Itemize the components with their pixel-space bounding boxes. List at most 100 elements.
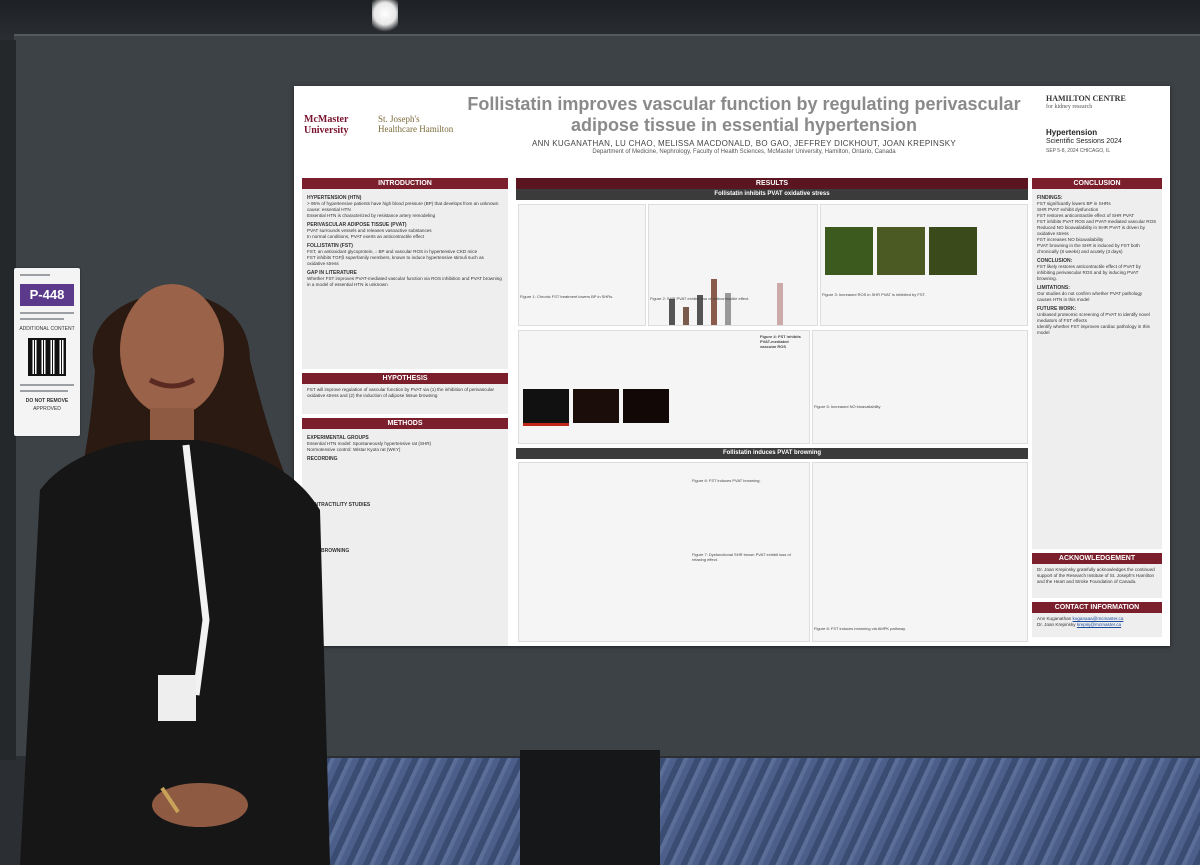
limitations-heading: LIMITATIONS: [1037, 285, 1070, 291]
sign-additional-content: ADDITIONAL CONTENT [19, 326, 75, 332]
figure-5-caption: Figure 5: Increased NO bioavailability [814, 404, 881, 409]
sign-divider [20, 318, 64, 320]
right-column: CONCLUSION FINDINGS: FST significantly l… [1032, 178, 1162, 637]
conclusion-header: CONCLUSION [1032, 178, 1162, 189]
limitation-item: Our studies do not confirm whether PVAT … [1037, 291, 1143, 302]
methods-heading: PVAT BROWNING [307, 548, 350, 554]
methods-heading: CONTRACTILITY STUDIES [307, 502, 371, 508]
fig2-bar [683, 307, 689, 325]
figure-4-caption: Figure 4: FST inhibits PVAT-mediated vas… [760, 334, 801, 349]
poster-authors: ANN KUGANATHAN, LU CHAO, MELISSA MACDONA… [531, 139, 957, 148]
finding-item: FST significantly lowers BP in SHRs [1037, 201, 1111, 206]
finding-item: FST increases NO bioavailability [1037, 237, 1104, 242]
board-stand [520, 750, 660, 865]
figure-5-panel [812, 330, 1028, 444]
introduction-body: HYPERTENSION (HTN) > 95% of hypertensive… [302, 189, 508, 369]
findings-heading: FINDINGS: [1037, 195, 1063, 201]
intro-text: In normal conditions, PVAT exerts an ant… [307, 234, 425, 239]
presenter-hands [152, 783, 248, 827]
ceiling [0, 0, 1200, 40]
contact-body: Ann Kuganathan kuganaaa@mcmaster.ca Dr. … [1032, 613, 1162, 637]
results-subheader-browning: Follistatin induces PVAT browning [516, 448, 1028, 459]
methods-body: EXPERIMENTAL GROUPS Essential HTN model:… [302, 429, 508, 646]
fig3-micrograph [877, 227, 925, 275]
sign-divider [20, 390, 68, 392]
figure-6-7-panel [518, 462, 810, 642]
poster-title: Follistatin improves vascular function b… [467, 94, 1021, 135]
contact-email-link[interactable]: kuganaaa@mcmaster.ca [1072, 616, 1124, 621]
fig2-bar [669, 299, 675, 325]
intro-heading-gap: GAP IN LITERATURE [307, 270, 357, 276]
figure-6-caption: Figure 6: FST induces PVAT browning. [692, 478, 761, 483]
presenter-lanyard [182, 444, 210, 696]
figure-2-caption: Figure 2: SHR PVAT exhibit loss of antic… [650, 296, 750, 301]
sign-logo-line [20, 274, 50, 276]
figure-8-caption: Figure 8: FST induces browning via AMPK … [814, 626, 906, 631]
contact-name: Ann Kuganathan [1037, 616, 1072, 621]
intro-text: FST, an antioxidant glycoprotein, ↓ BP a… [307, 249, 478, 254]
ceiling-light [372, 0, 398, 34]
figure-8-panel [812, 462, 1028, 642]
intro-heading-pvat: PERIVASCULAR ADIPOSE TISSUE (PVAT) [307, 222, 407, 228]
acknowledgement-header: ACKNOWLEDGEMENT [1032, 553, 1162, 564]
hamilton-centre-sub: for kidney research [1046, 104, 1093, 110]
conclusion-body: FINDINGS: FST significantly lowers BP in… [1032, 189, 1162, 549]
sign-divider [20, 384, 74, 386]
intro-text: PVAT surrounds vessels and releases vaso… [307, 228, 432, 233]
finding-item: FST inhibits PVAT ROS and PVAT-mediated … [1037, 219, 1157, 224]
fig4-image [523, 389, 569, 426]
methods-text: Normotensive control: Wistar Kyoto rat (… [307, 447, 401, 452]
finding-item: SHR PVAT exhibit dysfunction [1037, 207, 1099, 212]
intro-text: FST inhibits TGFβ superfamily members, k… [307, 255, 484, 266]
sign-approved: APPROVED [33, 406, 61, 412]
methods-header: METHODS [302, 418, 508, 429]
intro-heading-fst: FOLLISTATIN (FST) [307, 243, 353, 249]
methods-heading: RECORDING [307, 456, 338, 462]
finding-item: FST restores anticontractile effect of S… [1037, 213, 1135, 218]
sign-do-not-remove: DO NOT REMOVE [25, 398, 69, 404]
fig3-micrograph [929, 227, 977, 275]
hypothesis-header: HYPOTHESIS [302, 373, 508, 384]
figure-1-panel [518, 204, 646, 326]
methods-text: Essential HTN model: Spontaneously hyper… [307, 441, 432, 446]
contact-header: CONTACT INFORMATION [1032, 602, 1162, 613]
results-header: RESULTS [516, 178, 1028, 189]
figure-2-panel [648, 204, 818, 326]
figure-3-caption: Figure 3: Increased ROS in SHR PVAT is i… [822, 292, 926, 297]
st-josephs-logo: St. Joseph's Healthcare Hamilton [378, 114, 454, 134]
future-work-item: Identify whether FST improves cardiac pa… [1037, 324, 1150, 335]
intro-text: Essential HTN is characterized by resist… [307, 213, 436, 218]
presenter-figure [20, 284, 330, 865]
contact-email-link[interactable]: krepinj@mcmaster.ca [1076, 622, 1122, 627]
figure-7-caption: Figure 7: Dysfunctional SHR brown PVAT e… [692, 552, 791, 562]
hypothesis-body: FST will improve regulation of vascular … [302, 384, 508, 414]
presenter-jacket [20, 440, 330, 865]
fig2-bar [711, 279, 717, 325]
qr-code[interactable] [28, 338, 66, 376]
presenter-smile [148, 377, 196, 389]
sign-divider [20, 312, 74, 314]
presenter-bracelet [160, 786, 180, 814]
carpet-floor [300, 758, 1200, 865]
fig2-bar [725, 293, 731, 325]
methods-heading: EXPERIMENTAL GROUPS [307, 435, 369, 441]
figure-4-panel [518, 330, 810, 444]
introduction-header: INTRODUCTION [302, 178, 508, 189]
intro-text: > 95% of hypertensive patients have high… [307, 201, 499, 212]
poster-department: Department of Medicine, Nephrology, Facu… [592, 149, 896, 155]
results-column: RESULTS Follistatin inhibits PVAT oxidat… [516, 178, 1028, 200]
intro-heading-htn: HYPERTENSION (HTN) [307, 195, 362, 201]
fig2-bar [697, 295, 703, 325]
future-work-item: Unbiased proteomic screening of PVAT to … [1037, 312, 1150, 323]
left-column: INTRODUCTION HYPERTENSION (HTN) > 95% of… [302, 178, 508, 646]
figure-3-panel [820, 204, 1028, 326]
hamilton-centre-logo: HAMILTON CENTRE [1046, 94, 1126, 103]
fig3-micrograph [825, 227, 873, 275]
scientific-poster: McMaster University St. Joseph's Healthc… [294, 86, 1170, 646]
conclusion-item: FST likely restores anticontractile effe… [1037, 264, 1141, 281]
figure-1-caption: Figure 1: Chronic FST treatment lowers B… [520, 294, 614, 299]
finding-item: Reduced NO bioavailability in SHR PVAT i… [1037, 225, 1145, 236]
contact-name: Dr. Joan Krepinsky [1037, 622, 1076, 627]
future-work-heading: FUTURE WORK: [1037, 306, 1077, 312]
acknowledgement-body: Dr. Joan Krepinsky gratefully acknowledg… [1032, 564, 1162, 598]
